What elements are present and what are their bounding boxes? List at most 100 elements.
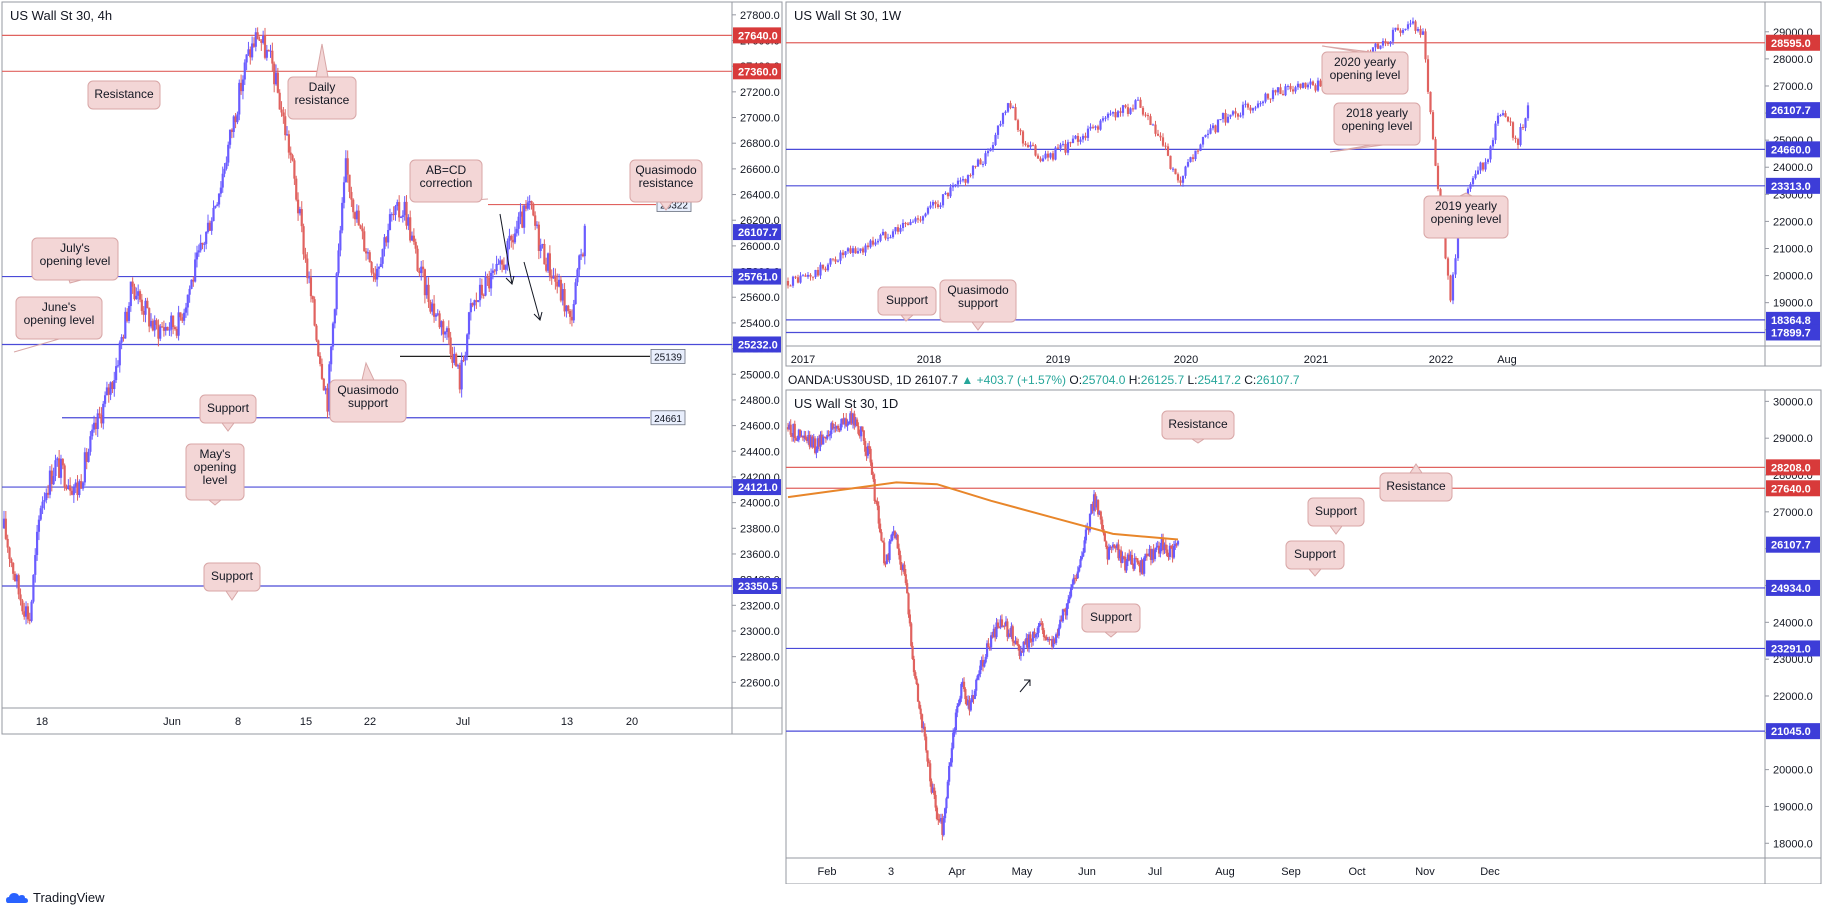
candle-body	[804, 275, 807, 277]
candle-body	[1504, 113, 1507, 117]
candle-body	[942, 818, 945, 835]
candle-body	[1078, 567, 1081, 572]
candle-body	[933, 787, 936, 795]
candle-body	[357, 210, 360, 226]
charts-canvas[interactable]: 27800.027600.027400.027200.027000.026800…	[0, 0, 1823, 884]
candle-body	[300, 209, 303, 227]
candle-body	[504, 265, 507, 270]
callout-text: Support	[207, 401, 250, 415]
candle-body	[836, 260, 840, 262]
callout[interactable]: Support	[1285, 540, 1345, 577]
candle-body	[1176, 541, 1180, 545]
callout-text: Resistance	[1386, 479, 1446, 493]
candle-body	[319, 355, 322, 364]
candle-body	[89, 436, 92, 452]
candle-body	[1429, 91, 1432, 113]
chart-panel-w1[interactable]: 29000.028000.027000.026000.025000.024000…	[785, 1, 1822, 367]
candle-body	[984, 656, 987, 663]
candle-body	[238, 82, 241, 115]
callout[interactable]: Support	[203, 562, 261, 601]
candle-body	[786, 280, 790, 286]
candle-body	[442, 321, 445, 335]
callout[interactable]: Support	[1307, 497, 1365, 535]
candle-body	[1064, 143, 1067, 153]
candle-body	[96, 413, 99, 430]
candle-body	[124, 311, 127, 339]
candle-body	[918, 701, 921, 709]
candle-body	[866, 446, 869, 456]
candle-body	[475, 300, 478, 302]
candle-body	[976, 159, 980, 167]
candle-body	[971, 695, 974, 703]
candle-body	[864, 441, 867, 452]
level-tag-bg	[733, 268, 781, 285]
candle-body	[1119, 111, 1122, 113]
tradingview-logo[interactable]: TradingView	[6, 890, 105, 905]
candle-body	[980, 660, 983, 666]
candle-body	[1019, 651, 1023, 656]
l-value: 25417.2	[1198, 373, 1245, 387]
candle-body	[916, 684, 920, 702]
callout[interactable]: Resistance	[1379, 463, 1453, 502]
candle-body	[1221, 112, 1225, 120]
candles	[786, 17, 1530, 305]
chart-panel-d1[interactable]: 30000.029000.028000.027000.026000.025000…	[785, 389, 1822, 884]
candle-body	[1274, 90, 1277, 93]
candle-body	[849, 413, 852, 422]
h-label: H:	[1129, 373, 1141, 387]
candle-body	[175, 328, 178, 336]
candle-body	[1140, 560, 1143, 573]
level-price-tag: 23291.0	[1766, 640, 1820, 657]
panel-frame	[785, 389, 1822, 884]
callout[interactable]: Resistance	[1161, 410, 1235, 444]
candle-body	[1046, 639, 1050, 641]
candle-body	[1044, 637, 1047, 639]
y-tick-label: 23600.0	[740, 549, 780, 561]
candle-body	[412, 235, 415, 242]
candle-body	[276, 72, 279, 93]
candle-body	[1031, 144, 1035, 146]
candle-body	[1256, 103, 1260, 108]
candle-body	[841, 418, 844, 424]
candle-body	[911, 221, 915, 223]
callout[interactable]: Resistance	[87, 80, 161, 110]
candle-body	[251, 43, 254, 58]
candle-body	[322, 378, 325, 391]
candle-body	[532, 203, 535, 216]
y-tick-label: 26400.0	[740, 190, 780, 202]
candle-body	[1201, 136, 1205, 145]
candle-body	[370, 262, 373, 273]
candle-body	[284, 116, 287, 136]
candle-body	[497, 263, 500, 265]
candle-body	[994, 134, 997, 145]
candle-body	[59, 458, 63, 478]
candle-body	[1169, 155, 1172, 169]
candle-body	[1124, 105, 1127, 108]
candle-body	[217, 193, 221, 205]
callout[interactable]: Support	[199, 394, 257, 432]
chart-panel-h4[interactable]: 27800.027600.027400.027200.027000.026800…	[1, 1, 783, 735]
y-tick-label: 26800.0	[740, 138, 780, 150]
candle-body	[48, 470, 52, 495]
candle-body	[199, 242, 202, 251]
callout[interactable]: Support	[1081, 603, 1141, 638]
candle-body	[969, 175, 972, 177]
candle-body	[816, 438, 819, 449]
candle-body	[70, 490, 74, 495]
candle-body	[1471, 178, 1475, 185]
callout[interactable]: Support	[877, 286, 937, 322]
candle-body	[946, 781, 949, 799]
candle-body	[1224, 112, 1227, 123]
candle-body	[414, 241, 417, 249]
